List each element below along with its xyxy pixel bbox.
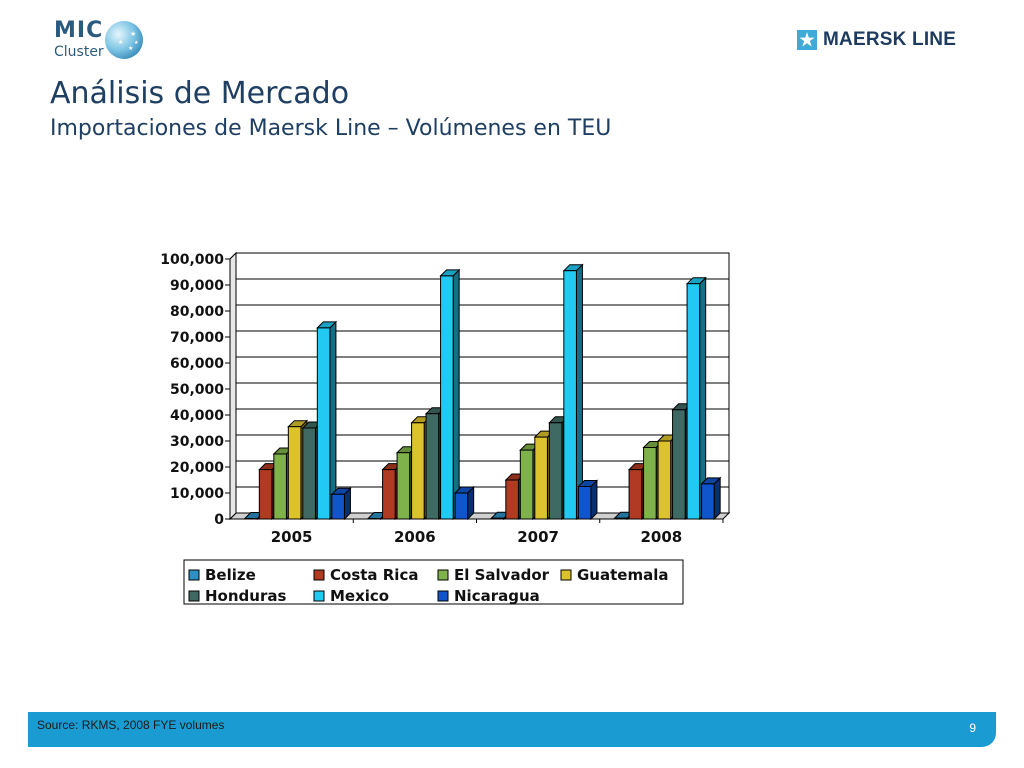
- legend-label: Nicaragua: [454, 587, 540, 605]
- svg-text:★: ★: [130, 30, 136, 38]
- legend-swatch: [188, 590, 200, 602]
- y-tick-label: 60,000: [170, 356, 224, 372]
- mic-cluster-logo: MIC Cluster ★ ★ ★ ★: [52, 18, 152, 64]
- x-tick-label: 2005: [271, 528, 313, 546]
- legend-label: Costa Rica: [330, 566, 418, 584]
- x-tick-label: 2008: [641, 528, 683, 546]
- legend-swatch: [437, 590, 449, 602]
- mic-logo-subtext: Cluster: [54, 44, 104, 60]
- legend-label: Belize: [205, 566, 256, 584]
- x-tick-label: 2007: [517, 528, 559, 546]
- page-subtitle: Importaciones de Maersk Line – Volúmenes…: [50, 116, 612, 141]
- legend-swatch: [313, 569, 325, 581]
- legend-swatch: [313, 590, 325, 602]
- legend-label: Mexico: [330, 587, 389, 605]
- svg-text:★: ★: [128, 45, 133, 52]
- y-tick-label: 70,000: [170, 330, 224, 346]
- bar-mexico-2007: [562, 263, 584, 521]
- y-tick-label: 10,000: [170, 486, 224, 502]
- bar-nicaragua-2006: [453, 485, 475, 521]
- y-tick-label: 100,000: [160, 252, 224, 268]
- y-tick-label: 20,000: [170, 460, 224, 476]
- maersk-star-icon: [797, 30, 817, 50]
- bar-nicaragua-2008: [700, 476, 722, 521]
- bar-nicaragua-2005: [330, 487, 352, 521]
- bar-mexico-2008: [685, 276, 707, 521]
- svg-text:★: ★: [118, 39, 123, 46]
- maersk-line-logo: MAERSK LINE: [797, 27, 956, 53]
- mic-logo-text: MIC: [54, 18, 104, 43]
- footer-bar: Source: RKMS, 2008 FYE volumes 9: [28, 712, 996, 747]
- footer-source: Source: RKMS, 2008 FYE volumes: [37, 718, 225, 732]
- y-tick-label: 0: [214, 512, 224, 528]
- y-tick-label: 40,000: [170, 408, 224, 424]
- bar-mexico-2005: [316, 320, 338, 521]
- y-tick-label: 90,000: [170, 278, 224, 294]
- y-tick-label: 80,000: [170, 304, 224, 320]
- svg-text:★: ★: [134, 40, 139, 46]
- legend-swatch: [560, 569, 572, 581]
- page-title: Análisis de Mercado: [50, 76, 350, 111]
- y-tick-label: 30,000: [170, 434, 224, 450]
- legend-label: Honduras: [205, 587, 286, 605]
- bar-mexico-2006: [439, 268, 461, 521]
- x-tick-label: 2006: [394, 528, 436, 546]
- y-tick-label: 50,000: [170, 382, 224, 398]
- legend-swatch: [437, 569, 449, 581]
- globe-icon: ★ ★ ★ ★: [105, 21, 143, 59]
- bar-nicaragua-2007: [577, 479, 599, 521]
- y-axis: [229, 251, 237, 521]
- chart-legend: [183, 559, 684, 605]
- legend-swatch: [188, 569, 200, 581]
- maersk-logo-text: MAERSK LINE: [823, 29, 957, 50]
- legend-label: El Salvador: [454, 566, 550, 584]
- legend-label: Guatemala: [577, 566, 668, 584]
- page-number: 9: [969, 721, 976, 735]
